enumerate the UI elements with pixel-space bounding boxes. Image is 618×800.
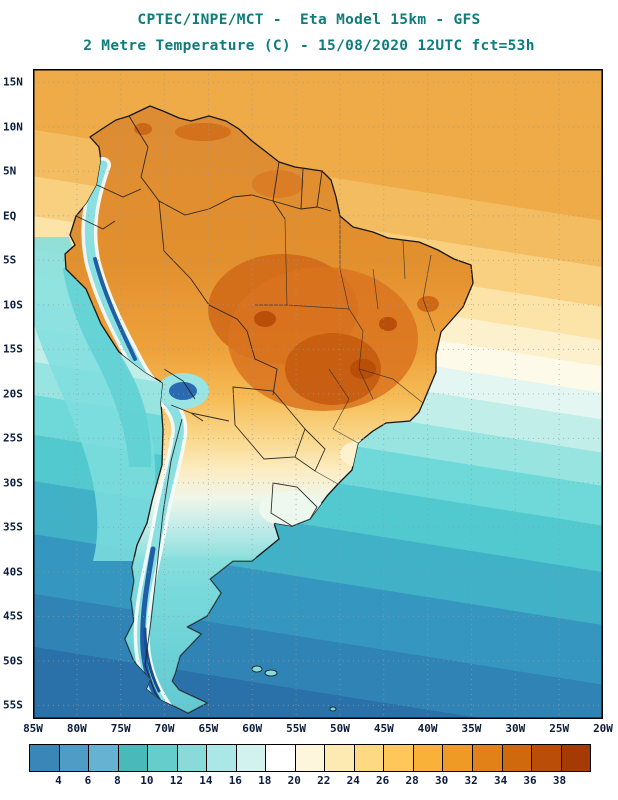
lon-tick-85W: 85W: [23, 722, 43, 735]
lat-tick-5N: 5N: [3, 164, 17, 178]
state-borders: [255, 216, 436, 485]
lon-tick-45W: 45W: [373, 722, 394, 735]
colorbar-tick-26: 26: [376, 774, 390, 787]
lon-tick-65W: 65W: [198, 722, 219, 735]
colorbar-tick-34: 34: [493, 774, 508, 787]
colorbar-cell-18: [561, 745, 591, 771]
colorbar-cell-15: [472, 745, 503, 771]
lon-tick-55W: 55W: [286, 722, 306, 735]
lat-tick-10S: 10S: [3, 298, 23, 312]
colorbar-tick-18: 18: [258, 774, 272, 787]
colorbar-tick-6: 6: [84, 774, 92, 787]
colorbar-tick-16: 16: [228, 774, 242, 787]
colorbar-cell-12: [384, 745, 414, 771]
colorbar-cell-0: [30, 745, 60, 771]
colorbar-tick-30: 30: [435, 774, 449, 787]
colorbar-tick-32: 32: [464, 774, 478, 787]
colorbar-tick-24: 24: [346, 774, 360, 787]
colorbar-cell-13: [413, 745, 444, 771]
lon-tick-75W: 75W: [110, 722, 131, 735]
colorbar-tick-12: 12: [169, 774, 183, 787]
map-area: 15N 10N 5N EQ 5S 10S 15S 20S 25S 30S 35S 40S 45S 50S 5…: [0, 59, 618, 739]
colorbar-cell-8: [266, 745, 296, 771]
temperature-colorbar: 4 6 8 10 12 14 16 18 20 22 24 26 28 30 32 34 36 38: [29, 744, 591, 792]
colorbar-tick-8: 8: [114, 774, 121, 787]
colorbar-cell-6: [207, 745, 237, 771]
title-line-1: CPTEC/INPE/MCT - Eta Model 15km - GFS: [137, 12, 481, 28]
graticule: [33, 69, 603, 719]
south-america-temperature-map: [33, 69, 603, 719]
lat-tick-40S: 40S: [3, 565, 23, 579]
map-frame: [33, 69, 603, 719]
colorbar-cell-11: [354, 745, 385, 771]
colorbar-tick-4: 4: [55, 774, 62, 787]
lon-tick-30W: 30W: [505, 722, 526, 735]
colorbar-cell-9: [295, 745, 326, 771]
colorbar-tick-36: 36: [523, 774, 537, 787]
colorbar-cell-14: [443, 745, 473, 771]
humboldt-cold-core: [63, 259, 152, 467]
colorbar-tick-10: 10: [140, 774, 154, 787]
lat-tick-15S: 15S: [3, 342, 23, 356]
colorbar-tick-20: 20: [287, 774, 301, 787]
colorbar-cell-3: [118, 745, 149, 771]
lat-tick-30S: 30S: [3, 476, 23, 490]
title-line-2: 2 Metre Temperature (C) - 15/08/2020 12U…: [83, 38, 535, 54]
colorbar-cells: [29, 744, 591, 772]
colorbar-tick-28: 28: [405, 774, 419, 787]
colorbar-cell-10: [325, 745, 355, 771]
humboldt-cold-tongue: [33, 237, 156, 561]
lon-tick-70W: 70W: [154, 722, 175, 735]
lon-tick-80W: 80W: [66, 722, 87, 735]
lon-tick-35W: 35W: [461, 722, 482, 735]
colorbar-tick-14: 14: [199, 774, 213, 787]
lon-tick-60W: 60W: [242, 722, 263, 735]
colorbar-tick-38: 38: [552, 774, 567, 787]
map-header: CPTEC/INPE/MCT - Eta Model 15km - GFS 2 …: [0, 0, 618, 59]
lat-tick-15N: 15N: [3, 75, 23, 89]
falkland-islands: [251, 665, 337, 712]
lat-tick-25S: 25S: [3, 431, 23, 445]
lat-tick-20S: 20S: [3, 387, 23, 401]
lat-tick-35S: 35S: [3, 520, 23, 534]
lon-tick-20W: 20W: [593, 722, 613, 735]
lat-tick-10N: 10N: [3, 120, 23, 134]
colorbar-cell-16: [502, 745, 533, 771]
lon-tick-40W: 40W: [417, 722, 438, 735]
lon-tick-25W: 25W: [549, 722, 570, 735]
colorbar-cell-17: [532, 745, 562, 771]
colorbar-cell-5: [177, 745, 208, 771]
lon-tick-50W: 50W: [329, 722, 350, 735]
lat-tick-5S: 5S: [3, 253, 17, 267]
colorbar-cell-4: [148, 745, 178, 771]
lat-tick-EQ: EQ: [3, 209, 17, 223]
lat-tick-55S: 55S: [3, 698, 23, 712]
lat-tick-50S: 50S: [3, 654, 23, 668]
lat-tick-45S: 45S: [3, 609, 23, 623]
colorbar-tick-22: 22: [317, 774, 331, 787]
colorbar-cell-1: [59, 745, 90, 771]
colorbar-cell-7: [236, 745, 267, 771]
colorbar-cell-2: [89, 745, 119, 771]
